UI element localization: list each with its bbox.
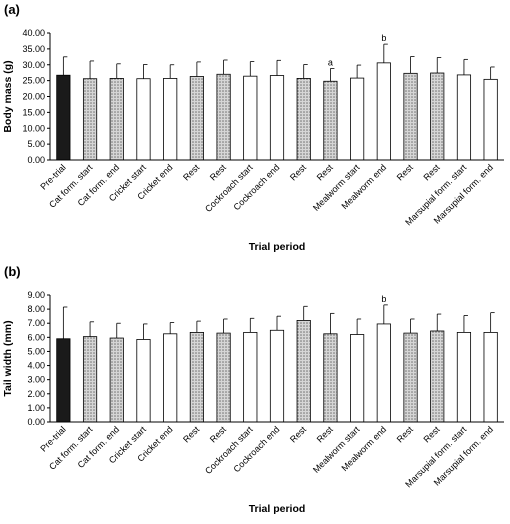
bar <box>269 75 285 161</box>
plot-area: 0.00 5.00 10.00 15.00 20.00 25.00 30.00 35.00 40… <box>22 28 504 227</box>
bar <box>163 333 178 423</box>
y-tick-label: 0.00 <box>27 417 45 427</box>
x-tick-label: Rest <box>181 162 202 183</box>
y-tick-label: 7.00 <box>27 318 45 328</box>
x-tick-label: Rest <box>395 162 416 183</box>
significance-label: b <box>381 294 386 304</box>
bar <box>296 320 311 423</box>
bar <box>136 78 151 161</box>
y-tick-label: 15.00 <box>22 107 45 117</box>
bar <box>323 80 338 161</box>
y-tick-label: 8.00 <box>27 304 45 314</box>
bar <box>376 62 391 161</box>
y-tick-label: 9.00 <box>27 290 45 300</box>
y-tick-label: 3.00 <box>27 375 45 385</box>
bar <box>483 331 498 423</box>
bar <box>269 329 285 423</box>
y-axis-title: Body mass (g) <box>2 60 14 132</box>
bar <box>82 78 98 161</box>
x-tick-label: Rest <box>421 424 442 445</box>
bar <box>376 323 391 423</box>
x-tick-label: Cockroach start <box>203 424 255 476</box>
y-tick-label: 40.00 <box>22 28 45 38</box>
bar <box>163 78 178 161</box>
panel-label: (a) <box>4 2 20 17</box>
x-tick-label: Rest <box>421 162 442 183</box>
x-tick-label: Cockroach start <box>203 162 255 214</box>
bar <box>296 78 311 161</box>
x-tick-label: Mealworm start <box>311 424 362 475</box>
bar <box>82 336 98 423</box>
x-tick-label: Rest <box>208 162 229 183</box>
y-tick-label: 30.00 <box>22 60 45 70</box>
y-tick-label: 25.00 <box>22 76 45 86</box>
bar <box>483 78 498 161</box>
chart-b: (b) 0.00 1.00 2.00 3.00 4.00 5.00 6.00 7.00 8.00… <box>2 264 504 515</box>
x-tick-label: Rest <box>288 424 309 445</box>
significance-label: b <box>381 33 386 43</box>
bar <box>189 76 204 161</box>
plot-area: 0.00 1.00 2.00 3.00 4.00 5.00 6.00 7.00 8.00 9.00… <box>27 290 504 489</box>
x-tick-label: Rest <box>395 424 416 445</box>
bar <box>403 72 418 161</box>
x-axis-title: Trial period <box>249 241 306 253</box>
x-tick-label: Rest <box>315 424 336 445</box>
bar <box>430 330 445 423</box>
bar <box>56 338 71 423</box>
bar <box>350 334 365 423</box>
bar <box>56 74 71 161</box>
significance-label: a <box>328 58 333 68</box>
bar <box>350 77 365 161</box>
bar <box>109 337 124 423</box>
y-tick-label: 20.00 <box>22 92 45 102</box>
bar <box>109 78 124 161</box>
y-tick-label: 5.00 <box>27 346 45 356</box>
bar <box>189 331 204 423</box>
bar <box>243 75 258 161</box>
y-tick-label: 5.00 <box>27 139 45 149</box>
x-tick-label: Rest <box>288 162 309 183</box>
bar <box>243 331 258 423</box>
y-tick-label: 4.00 <box>27 361 45 371</box>
x-tick-label: Rest <box>181 424 202 445</box>
x-tick-label: Mealworm start <box>311 162 362 213</box>
bar <box>136 339 151 423</box>
y-axis-title: Tail width (mm) <box>2 320 14 396</box>
bar <box>216 73 231 161</box>
y-tick-label: 0.00 <box>27 155 45 165</box>
y-tick-label: 1.00 <box>27 403 45 413</box>
x-tick-label: Rest <box>208 424 229 445</box>
y-tick-label: 2.00 <box>27 389 45 399</box>
chart-a: (a) 0.00 5.00 10.00 15.00 20.00 25.00 30.00 35.… <box>2 2 504 253</box>
panel-label: (b) <box>4 264 21 279</box>
bar <box>456 74 472 161</box>
bar <box>430 72 445 161</box>
bar <box>216 332 231 423</box>
x-tick-label: Rest <box>315 162 336 183</box>
bar <box>403 332 418 423</box>
bar <box>323 333 338 423</box>
y-tick-label: 6.00 <box>27 332 45 342</box>
bar <box>456 331 472 423</box>
x-axis-title: Trial period <box>249 503 306 515</box>
y-tick-label: 35.00 <box>22 44 45 54</box>
y-tick-label: 10.00 <box>22 123 45 133</box>
